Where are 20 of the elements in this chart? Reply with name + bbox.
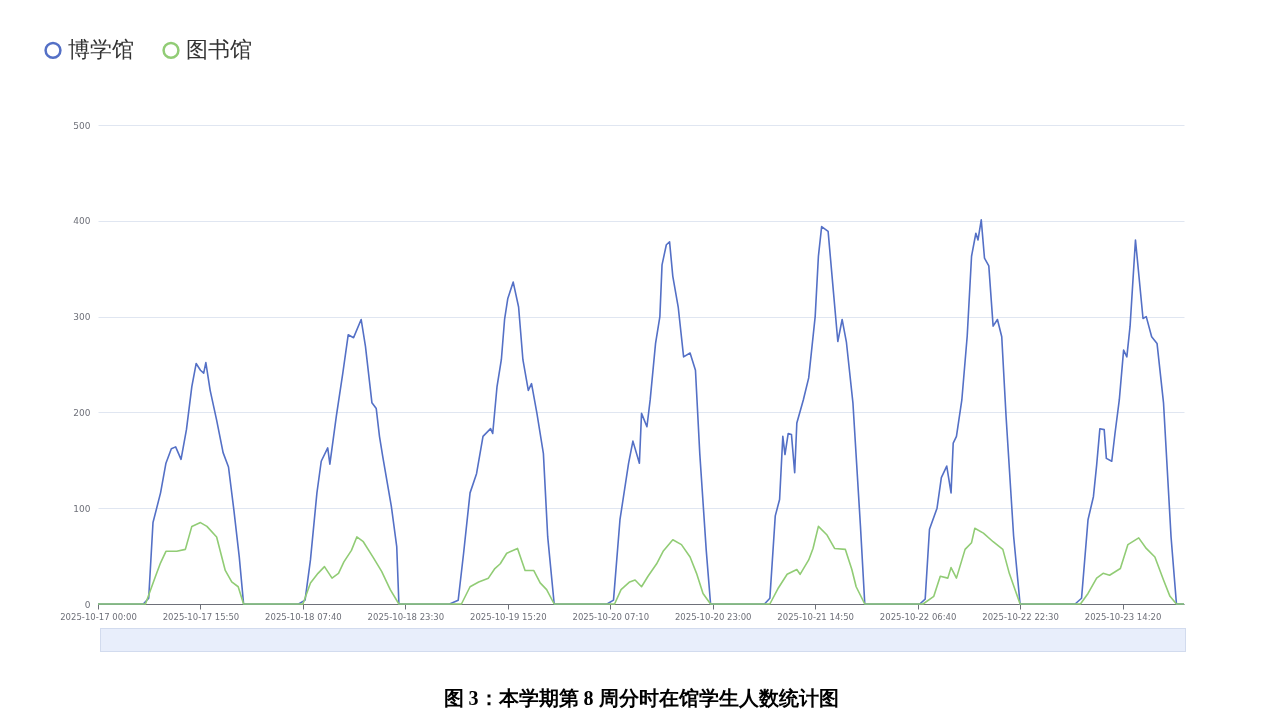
x-tick-label: 2025-10-20 07:10 xyxy=(572,611,650,622)
y-tick-label: 0 xyxy=(84,599,91,610)
y-tick-label: 100 xyxy=(73,503,91,514)
text: 图 3：本学期第 8 周分时在馆学生人数统计图 xyxy=(443,686,839,709)
x-tick-label: 2025-10-20 23:00 xyxy=(674,611,752,622)
x-tick-label: 2025-10-18 23:30 xyxy=(367,611,445,622)
y-tick-label: 500 xyxy=(73,120,91,131)
legend-label: 图书馆 xyxy=(186,37,252,63)
y-tick-label: 300 xyxy=(73,312,91,323)
x-tick-label: 2025-10-17 15:50 xyxy=(162,611,240,622)
x-tick-label: 2025-10-17 00:00 xyxy=(60,611,137,622)
x-tick-label: 2025-10-19 15:20 xyxy=(470,611,547,622)
y-tick-label: 400 xyxy=(73,216,91,227)
x-tick-label: 2025-10-22 22:30 xyxy=(982,611,1059,622)
x-tick-label: 2025-10-23 14:20 xyxy=(1084,611,1162,622)
y-tick-label: 200 xyxy=(73,407,91,418)
legend-label: 博学馆 xyxy=(68,37,134,63)
x-tick-label: 2025-10-18 07:40 xyxy=(265,611,342,622)
x-tick-label: 2025-10-22 06:40 xyxy=(879,611,957,622)
x-tick-label: 2025-10-21 14:50 xyxy=(777,611,854,622)
